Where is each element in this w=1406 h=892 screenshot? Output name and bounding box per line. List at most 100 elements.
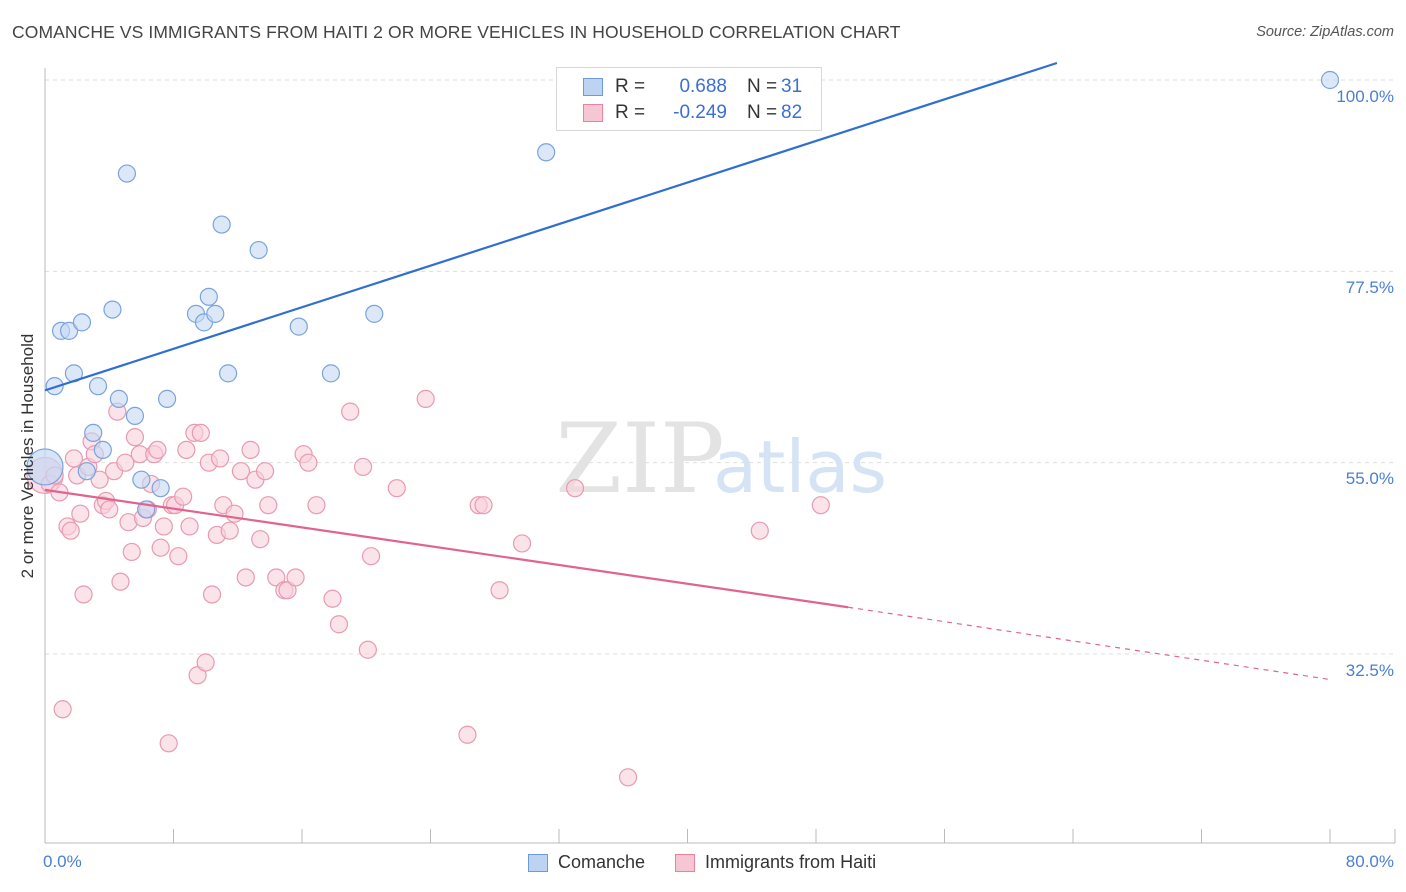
comanche-point xyxy=(59,321,79,340)
haiti-point xyxy=(74,585,93,604)
correlation-legend: R = 0.688 N = 31 R = -0.249 N = 82 xyxy=(556,67,822,131)
legend-row-comanche: R = 0.688 N = 31 xyxy=(583,76,802,98)
comanche-point xyxy=(249,240,268,260)
y-axis-label: 2 or more Vehicles in Household xyxy=(18,333,37,579)
comanche-point xyxy=(206,304,225,323)
haiti-point xyxy=(490,581,509,600)
haiti-point xyxy=(71,504,90,523)
haiti-point xyxy=(100,500,119,519)
haiti-point xyxy=(191,423,210,443)
haiti-point xyxy=(811,496,830,515)
watermark-zip: ZIP xyxy=(555,403,724,515)
legend-swatch-comanche xyxy=(583,78,603,96)
haiti-trend-extension xyxy=(848,606,1331,681)
y-tick-label: 100.0% xyxy=(1336,87,1394,106)
haiti-point xyxy=(286,568,305,587)
haiti-point xyxy=(196,653,215,672)
chart-title: COMANCHE VS IMMIGRANTS FROM HAITI 2 OR M… xyxy=(12,22,901,42)
haiti-point xyxy=(618,768,638,787)
legend-swatch-comanche xyxy=(528,853,548,872)
y-tick-label: 77.5% xyxy=(1345,278,1394,297)
legend-r-label: R = xyxy=(615,102,646,123)
legend-r-label: R = xyxy=(615,76,646,97)
series-comanche-points xyxy=(26,70,1340,519)
gridlines xyxy=(45,79,1395,655)
comanche-point xyxy=(84,423,103,443)
y-tick-label: 55.0% xyxy=(1345,469,1394,488)
haiti-point xyxy=(180,517,199,536)
haiti-point xyxy=(202,585,222,604)
haiti-point xyxy=(61,521,80,540)
comanche-trend-line xyxy=(44,61,1058,392)
y-tick-label: 32.5% xyxy=(1345,661,1394,680)
haiti-point xyxy=(255,462,275,481)
legend-r-value: 0.688 xyxy=(679,76,727,97)
haiti-point xyxy=(416,389,435,408)
comanche-point xyxy=(109,389,128,408)
comanche-point xyxy=(321,364,341,383)
series-legend: Comanche Immigrants from Haiti xyxy=(528,852,906,873)
haiti-point xyxy=(358,640,377,659)
haiti-point xyxy=(220,521,239,540)
legend-label-haiti: Immigrants from Haiti xyxy=(705,852,877,872)
legend-row-haiti: R = -0.249 N = 82 xyxy=(583,102,802,124)
comanche-point xyxy=(1320,70,1340,90)
haiti-point xyxy=(241,440,260,460)
comanche-point xyxy=(103,300,122,319)
haiti-point xyxy=(299,453,318,472)
comanche-point xyxy=(77,462,96,481)
legend-swatch-haiti xyxy=(583,104,603,122)
haiti-point xyxy=(154,517,173,536)
haiti-point xyxy=(236,568,255,587)
haiti-point xyxy=(307,496,326,515)
comanche-point xyxy=(151,479,170,498)
haiti-point xyxy=(225,504,244,523)
legend-n-label: N = xyxy=(747,76,778,97)
haiti-point xyxy=(329,615,349,634)
haiti-point xyxy=(512,534,532,553)
haiti-point xyxy=(361,547,381,566)
legend-r-value: -0.249 xyxy=(673,102,727,123)
haiti-point xyxy=(210,449,230,468)
comanche-point xyxy=(125,406,145,425)
trend-lines xyxy=(44,61,1331,681)
haiti-point xyxy=(177,440,196,460)
haiti-point xyxy=(159,734,178,753)
haiti-point xyxy=(251,530,270,549)
haiti-point xyxy=(116,453,135,472)
haiti-point xyxy=(341,402,360,421)
haiti-point xyxy=(259,496,278,515)
legend-label-comanche: Comanche xyxy=(558,852,646,872)
comanche-point xyxy=(88,377,108,396)
legend-n-label: N = xyxy=(747,102,778,123)
comanche-point xyxy=(212,215,231,234)
haiti-point xyxy=(458,725,477,744)
haiti-point xyxy=(151,538,170,557)
haiti-point xyxy=(387,479,406,498)
haiti-point xyxy=(53,700,72,719)
legend-item-comanche[interactable]: Comanche xyxy=(528,852,645,873)
haiti-point xyxy=(750,521,769,540)
haiti-point xyxy=(353,457,373,477)
haiti-point xyxy=(474,496,493,515)
series-haiti-points xyxy=(26,389,830,787)
legend-item-haiti[interactable]: Immigrants from Haiti xyxy=(675,852,876,873)
comanche-point xyxy=(157,389,177,408)
haiti-point xyxy=(323,589,342,608)
comanche-point xyxy=(72,313,92,332)
haiti-point xyxy=(90,470,109,489)
comanche-point xyxy=(117,164,137,183)
comanche-point xyxy=(132,470,151,489)
haiti-trend-line xyxy=(44,488,849,609)
haiti-point xyxy=(169,547,188,566)
legend-n-value: 82 xyxy=(781,102,803,123)
haiti-point xyxy=(125,428,145,447)
comanche-point xyxy=(365,304,384,323)
haiti-point xyxy=(148,440,167,460)
watermark-atlas: atlas xyxy=(713,425,887,509)
haiti-point xyxy=(565,479,585,498)
x-tick-label: 0.0% xyxy=(43,852,82,871)
comanche-point xyxy=(26,448,64,486)
haiti-point xyxy=(111,572,130,591)
